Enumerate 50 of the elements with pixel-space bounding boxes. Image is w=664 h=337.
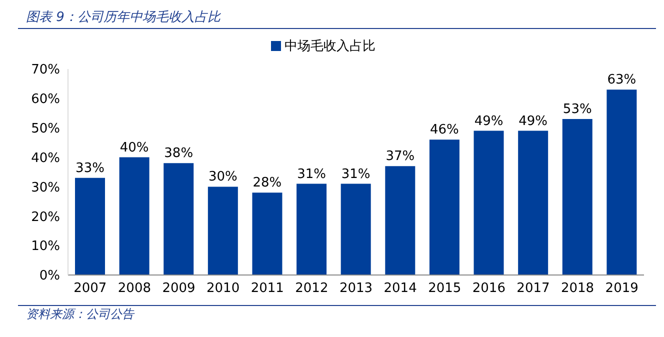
y-tick-label: 30% — [31, 180, 60, 196]
bar — [518, 130, 548, 275]
bar — [296, 184, 327, 275]
x-tick-label: 2019 — [605, 281, 638, 296]
y-tick-label: 10% — [31, 239, 60, 254]
bar — [385, 166, 416, 275]
y-tick-label: 70% — [31, 62, 60, 78]
data-label: 28% — [252, 176, 282, 191]
bar — [562, 119, 592, 275]
data-label: 31% — [341, 166, 370, 182]
data-label: 30% — [208, 170, 238, 185]
bar — [119, 157, 150, 275]
data-label: 33% — [76, 160, 104, 176]
bar — [252, 192, 282, 275]
x-tick-label: 2013 — [339, 281, 373, 296]
x-tick-label: 2017 — [516, 281, 550, 296]
data-label: 38% — [164, 146, 194, 162]
data-label: 49% — [474, 114, 504, 129]
bar — [474, 130, 504, 275]
x-tick-label: 2011 — [250, 281, 284, 296]
x-tick-label: 2007 — [74, 281, 107, 296]
x-tick-label: 2009 — [162, 281, 196, 296]
y-tick-label: 20% — [31, 210, 60, 225]
data-label: 37% — [386, 149, 415, 164]
data-label: 63% — [607, 72, 636, 88]
x-tick-label: 2016 — [472, 281, 506, 296]
bar — [606, 90, 637, 275]
x-tick-label: 2010 — [206, 281, 240, 296]
data-label: 53% — [562, 102, 592, 118]
x-tick-label: 2012 — [295, 281, 328, 296]
y-tick-label: 0% — [39, 268, 60, 284]
x-tick-label: 2008 — [118, 281, 152, 296]
x-tick-label: 2015 — [428, 281, 462, 296]
legend-label: 中场毛收入占比 — [284, 39, 376, 54]
x-tick-label: 2014 — [384, 281, 417, 296]
data-label: 46% — [430, 122, 459, 138]
bar — [208, 186, 238, 275]
y-tick-label: 60% — [31, 92, 60, 108]
bar — [75, 178, 105, 275]
bar — [164, 163, 194, 275]
data-label: 40% — [120, 140, 149, 156]
data-label: 49% — [518, 114, 548, 129]
bar — [429, 140, 460, 275]
y-tick-label: 50% — [31, 121, 60, 136]
x-tick-label: 2018 — [560, 281, 594, 296]
chart-title: 图表 9：公司历年中场毛收入占比 — [25, 9, 222, 27]
text: 资料来源：公司公告 — [25, 306, 136, 323]
data-label: 31% — [297, 166, 326, 182]
bar — [340, 184, 371, 275]
y-tick-label: 40% — [31, 150, 60, 166]
